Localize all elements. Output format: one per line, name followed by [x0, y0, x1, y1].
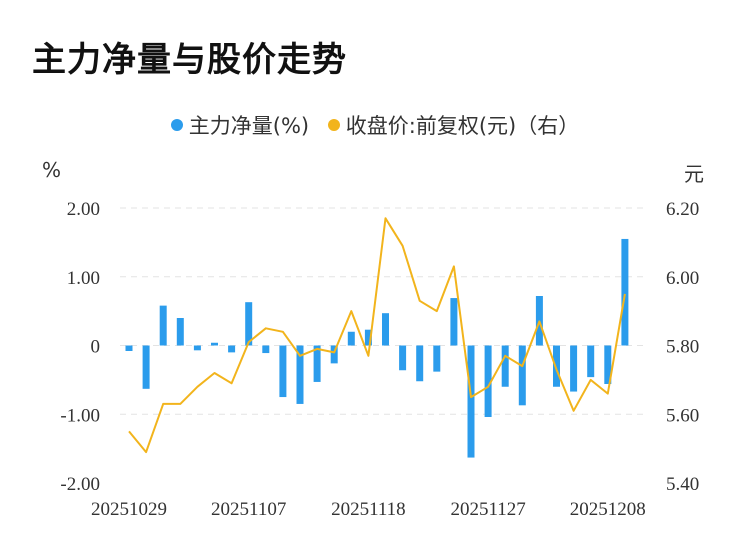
- legend-line-label: 收盘价:前复权(元)（右）: [345, 114, 580, 138]
- line-layer: [128, 217, 626, 454]
- left-tick-label: -2.00: [60, 474, 100, 495]
- bar[interactable]: [553, 345, 560, 387]
- bar[interactable]: [313, 345, 321, 382]
- bar[interactable]: [176, 318, 184, 346]
- left-axis-unit: %: [42, 158, 62, 182]
- bar[interactable]: [450, 298, 458, 346]
- bar[interactable]: [587, 345, 595, 378]
- x-tick-label: 20251208: [570, 499, 646, 520]
- legend-bar-label: 主力净量(%): [188, 114, 310, 138]
- bar-layer: [125, 238, 629, 458]
- legend: 主力净量(%) 收盘价:前复权(元)（右）: [0, 110, 750, 140]
- bar[interactable]: [125, 345, 133, 352]
- x-tick-label: 20251107: [211, 499, 286, 520]
- right-tick-label: 5.60: [666, 405, 699, 426]
- bar[interactable]: [467, 345, 475, 458]
- bar-series-dot-icon: [170, 119, 183, 131]
- bar[interactable]: [347, 331, 355, 346]
- left-tick-label: 0: [91, 337, 101, 358]
- bar[interactable]: [518, 345, 526, 406]
- bar[interactable]: [621, 238, 629, 346]
- left-tick-label: -1.00: [60, 405, 100, 426]
- bar[interactable]: [604, 345, 612, 385]
- bar[interactable]: [279, 345, 287, 398]
- right-tick-label: 6.20: [666, 199, 699, 220]
- bar[interactable]: [262, 345, 270, 354]
- right-tick-label: 6.00: [666, 268, 699, 289]
- bar[interactable]: [364, 329, 372, 346]
- price-line[interactable]: [128, 217, 626, 454]
- bar[interactable]: [142, 345, 150, 389]
- bar[interactable]: [382, 313, 389, 346]
- bar[interactable]: [193, 345, 201, 351]
- axis-layer: 2.00 1.00 0 -1.00 -2.00 6.20 6.00 5.80 5.60 5.40 2…: [60, 199, 699, 520]
- right-tick-label: 5.80: [666, 337, 699, 358]
- bar[interactable]: [484, 345, 492, 418]
- bar[interactable]: [570, 345, 578, 392]
- bar[interactable]: [211, 342, 218, 346]
- x-tick-label: 20251127: [450, 499, 525, 520]
- bar[interactable]: [433, 345, 441, 372]
- legend-item-line[interactable]: 收盘价:前复权(元)（右）: [327, 110, 580, 140]
- bar[interactable]: [296, 345, 304, 404]
- bar[interactable]: [501, 345, 509, 387]
- bar[interactable]: [159, 305, 167, 346]
- chart-title: 主力净量与股价走势: [32, 40, 347, 80]
- bar[interactable]: [416, 345, 424, 382]
- right-axis-unit: 元: [684, 162, 704, 186]
- x-tick-label: 20251118: [331, 499, 406, 520]
- left-tick-label: 2.00: [67, 199, 100, 220]
- legend-item-bar[interactable]: 主力净量(%): [170, 110, 310, 140]
- bar[interactable]: [228, 345, 236, 353]
- x-tick-label: 20251029: [91, 499, 167, 520]
- bar[interactable]: [330, 345, 338, 364]
- bar[interactable]: [245, 302, 253, 346]
- right-tick-label: 5.40: [666, 474, 699, 495]
- bar[interactable]: [399, 345, 407, 371]
- left-tick-label: 1.00: [67, 268, 100, 289]
- line-series-dot-icon: [327, 119, 340, 131]
